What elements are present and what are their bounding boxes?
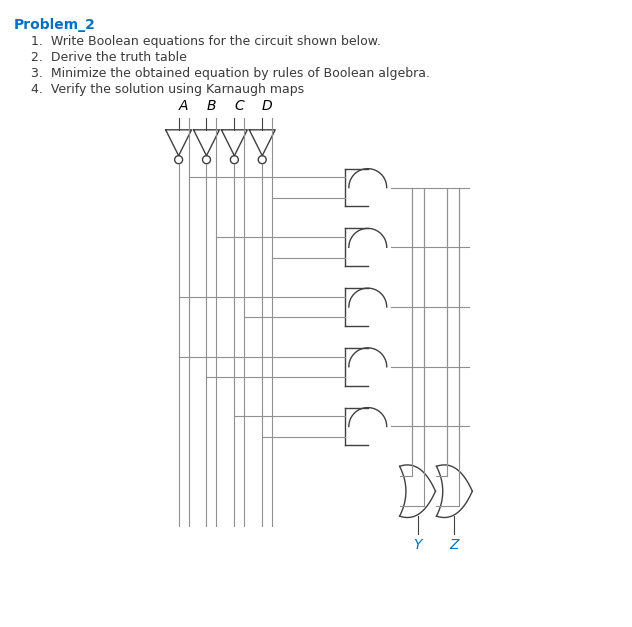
Text: D: D <box>262 99 272 113</box>
Text: A: A <box>179 99 188 113</box>
Text: C: C <box>234 99 244 113</box>
Text: 1.  Write Boolean equations for the circuit shown below.: 1. Write Boolean equations for the circu… <box>31 35 381 48</box>
Text: B: B <box>207 99 216 113</box>
Text: 2.  Derive the truth table: 2. Derive the truth table <box>31 51 187 64</box>
Text: Problem_2: Problem_2 <box>13 18 95 33</box>
Text: Y: Y <box>413 538 422 552</box>
Text: Z: Z <box>449 538 459 552</box>
Text: 3.  Minimize the obtained equation by rules of Boolean algebra.: 3. Minimize the obtained equation by rul… <box>31 67 430 80</box>
Text: 4.  Verify the solution using Karnaugh maps: 4. Verify the solution using Karnaugh ma… <box>31 83 305 96</box>
